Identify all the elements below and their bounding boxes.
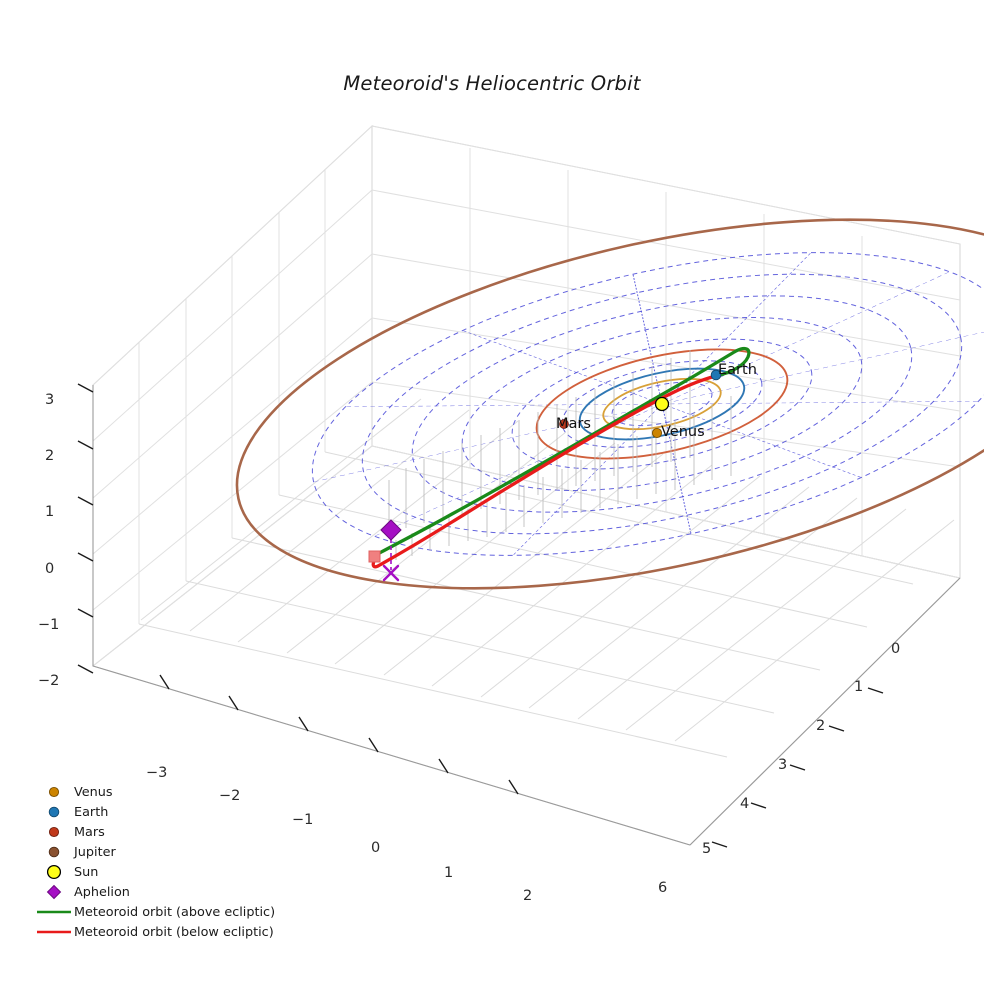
y-axis-spine <box>689 577 961 846</box>
y-tick-0: 0 <box>891 641 901 657</box>
aphelion-marker <box>380 519 402 541</box>
z-tick-m1: −1 <box>38 617 60 633</box>
x-tick-m1: −1 <box>292 812 314 828</box>
axis-tick-marks <box>77 383 884 848</box>
venus-marker <box>651 427 663 439</box>
legend-label-mars: Mars <box>74 824 105 840</box>
sun-icon <box>34 862 74 882</box>
aphelion-icon <box>34 882 74 902</box>
z-tick-2: 2 <box>45 448 55 464</box>
legend-item-jupiter[interactable]: Jupiter <box>34 842 294 862</box>
legend-item-venus[interactable]: Venus <box>34 782 294 802</box>
venus-label: Venus <box>661 424 705 440</box>
legend-item-orbit-above[interactable]: Meteoroid orbit (above ecliptic) <box>34 902 294 922</box>
mars-orbit <box>535 348 789 460</box>
z-tick-0: 0 <box>45 561 55 577</box>
earth-marker <box>710 369 722 381</box>
mars-icon <box>34 822 74 842</box>
legend-label-orbit-above: Meteoroid orbit (above ecliptic) <box>74 904 276 920</box>
legend-label-sun: Sun <box>74 864 99 880</box>
mars-label: Mars <box>556 416 591 432</box>
y-tick-5: 5 <box>702 841 712 857</box>
green-line-icon <box>34 902 74 922</box>
aphelion-projection-x-marker <box>382 564 400 582</box>
ecliptic-polar-spokes <box>313 252 984 556</box>
legend: Venus Earth Mars Jupiter Sun <box>34 782 294 942</box>
axes-3d-panes <box>91 124 962 846</box>
mars-marker <box>559 419 569 429</box>
orbit-start-marker <box>368 550 381 563</box>
x-tick-2: 2 <box>523 888 533 904</box>
z-tick-m2: −2 <box>38 673 60 689</box>
legend-label-venus: Venus <box>74 784 113 800</box>
earth-label: Earth <box>718 362 757 378</box>
legend-item-earth[interactable]: Earth <box>34 802 294 822</box>
legend-label-aphelion: Aphelion <box>74 884 130 900</box>
meteoroid-orbit-below-ecliptic <box>371 374 718 569</box>
z-tick-3: 3 <box>45 392 55 408</box>
y-tick-2: 2 <box>816 718 826 734</box>
earth-orbit <box>578 367 746 441</box>
legend-item-aphelion[interactable]: Aphelion <box>34 882 294 902</box>
x-tick-m2: −2 <box>219 788 241 804</box>
grid-back-pane <box>371 125 961 579</box>
jupiter-orbit <box>235 218 984 590</box>
grid-left-pane <box>92 125 373 667</box>
legend-item-sun[interactable]: Sun <box>34 862 294 882</box>
venus-icon <box>34 782 74 802</box>
legend-label-orbit-below: Meteoroid orbit (below ecliptic) <box>74 924 274 940</box>
earth-icon <box>34 802 74 822</box>
meteoroid-orbit-above-ecliptic <box>372 346 751 558</box>
y-tick-1: 1 <box>854 679 864 695</box>
z-tick-1: 1 <box>45 504 55 520</box>
grid-floor-pane <box>138 398 955 758</box>
page-title: Meteoroid's Heliocentric Orbit <box>343 72 641 95</box>
x-tick-0: 0 <box>371 840 381 856</box>
legend-label-earth: Earth <box>74 804 109 820</box>
sun-marker <box>654 396 670 412</box>
jupiter-icon <box>34 842 74 862</box>
legend-item-orbit-below[interactable]: Meteoroid orbit (below ecliptic) <box>34 922 294 942</box>
x-tick-m3: −3 <box>146 765 168 781</box>
x-tick-1: 1 <box>444 865 454 881</box>
venus-orbit <box>602 377 722 431</box>
y-tick-4: 4 <box>740 796 750 812</box>
y-tick-3: 3 <box>778 757 788 773</box>
red-line-icon <box>34 922 74 942</box>
x-axis-spine <box>92 665 691 846</box>
axis-spines <box>92 385 961 846</box>
legend-item-mars[interactable]: Mars <box>34 822 294 842</box>
y-tick-6: 6 <box>658 880 668 896</box>
legend-label-jupiter: Jupiter <box>74 844 116 860</box>
